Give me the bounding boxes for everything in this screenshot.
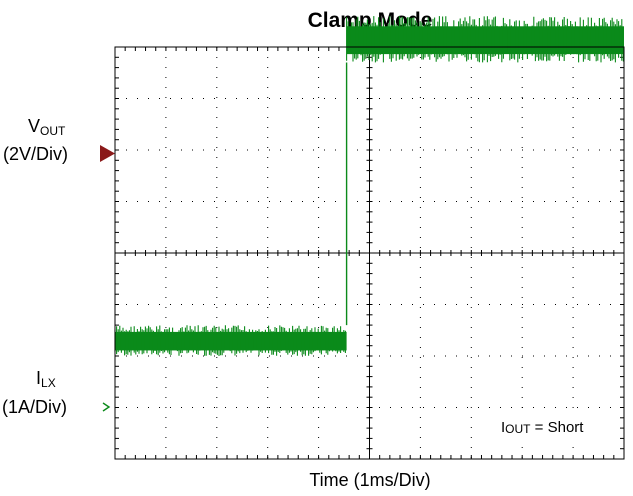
ilx-noise-1 [346,16,624,63]
vout-ground-marker [100,145,115,162]
graticule [115,47,624,459]
ilx-label: ILX [36,368,56,390]
annotation-box [492,412,612,441]
x-axis-label: Time (1ms/Div) [309,470,430,490]
ilx-scale-label: (1A/Div) [2,397,67,417]
ilx-ground-marker [102,402,111,412]
iout-annotation: IOUT = Short [501,419,584,436]
vout-label: VOUT [28,116,66,138]
traces [114,16,624,356]
vout-scale-label: (2V/Div) [3,144,68,164]
plot-frame [114,46,625,460]
